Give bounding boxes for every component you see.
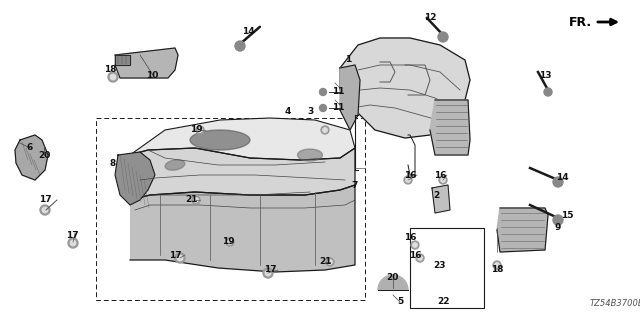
Bar xyxy=(410,228,484,308)
Circle shape xyxy=(323,128,327,132)
Circle shape xyxy=(413,243,417,247)
Circle shape xyxy=(553,215,563,225)
Polygon shape xyxy=(130,148,355,200)
Text: 8: 8 xyxy=(110,158,116,167)
Text: 9: 9 xyxy=(555,223,561,233)
Circle shape xyxy=(319,105,326,111)
Circle shape xyxy=(226,238,234,246)
Polygon shape xyxy=(115,152,155,205)
Text: 6: 6 xyxy=(27,143,33,153)
Circle shape xyxy=(439,176,447,184)
Circle shape xyxy=(228,240,232,244)
Circle shape xyxy=(108,72,118,82)
Text: 15: 15 xyxy=(561,211,573,220)
Circle shape xyxy=(196,126,204,134)
Text: 2: 2 xyxy=(433,190,439,199)
Ellipse shape xyxy=(165,160,185,170)
Bar xyxy=(96,118,365,300)
Text: 5: 5 xyxy=(397,298,403,307)
Circle shape xyxy=(406,178,410,182)
Circle shape xyxy=(544,88,552,96)
Text: 21: 21 xyxy=(186,196,198,204)
Text: 14: 14 xyxy=(556,173,568,182)
Circle shape xyxy=(68,238,78,248)
Circle shape xyxy=(493,261,501,269)
Text: 18: 18 xyxy=(491,266,503,275)
Text: FR.: FR. xyxy=(569,15,592,28)
Text: 17: 17 xyxy=(38,196,51,204)
Circle shape xyxy=(175,253,185,263)
Text: 17: 17 xyxy=(66,230,78,239)
Text: 17: 17 xyxy=(264,266,276,275)
Text: 11: 11 xyxy=(332,103,344,113)
Text: 22: 22 xyxy=(436,298,449,307)
Polygon shape xyxy=(497,208,548,252)
Circle shape xyxy=(198,128,202,132)
Circle shape xyxy=(321,126,329,134)
Circle shape xyxy=(441,178,445,182)
Text: 12: 12 xyxy=(424,13,436,22)
Circle shape xyxy=(263,268,273,278)
Circle shape xyxy=(553,177,563,187)
Polygon shape xyxy=(15,135,48,180)
Text: 1: 1 xyxy=(345,55,351,65)
Text: 16: 16 xyxy=(404,234,416,243)
Wedge shape xyxy=(378,275,408,290)
Polygon shape xyxy=(115,48,178,78)
Text: 16: 16 xyxy=(409,251,421,260)
Text: 23: 23 xyxy=(434,260,446,269)
Ellipse shape xyxy=(190,130,250,150)
Text: 11: 11 xyxy=(332,87,344,97)
Text: 16: 16 xyxy=(404,171,416,180)
Circle shape xyxy=(40,205,50,215)
Text: 19: 19 xyxy=(189,125,202,134)
Circle shape xyxy=(326,258,334,266)
Polygon shape xyxy=(130,118,355,160)
Text: 20: 20 xyxy=(386,274,398,283)
Text: 19: 19 xyxy=(221,237,234,246)
Text: 7: 7 xyxy=(352,180,358,189)
Circle shape xyxy=(110,74,116,80)
Circle shape xyxy=(404,176,412,184)
Circle shape xyxy=(411,241,419,249)
Circle shape xyxy=(416,254,424,262)
Circle shape xyxy=(265,270,271,276)
Circle shape xyxy=(194,198,198,202)
Polygon shape xyxy=(130,185,355,272)
Text: 13: 13 xyxy=(539,70,551,79)
Circle shape xyxy=(177,255,183,261)
Circle shape xyxy=(319,89,326,95)
Polygon shape xyxy=(340,38,470,138)
Polygon shape xyxy=(430,100,470,155)
Text: 17: 17 xyxy=(169,251,181,260)
Polygon shape xyxy=(115,55,130,65)
Polygon shape xyxy=(340,65,360,130)
Text: 20: 20 xyxy=(38,150,50,159)
Text: 21: 21 xyxy=(319,258,332,267)
Circle shape xyxy=(495,263,499,267)
Text: 16: 16 xyxy=(434,171,446,180)
Text: 3: 3 xyxy=(307,108,313,116)
Polygon shape xyxy=(432,185,450,213)
Circle shape xyxy=(328,260,332,264)
Circle shape xyxy=(192,196,200,204)
Ellipse shape xyxy=(298,149,323,161)
Circle shape xyxy=(235,41,245,51)
Text: 14: 14 xyxy=(242,28,254,36)
Circle shape xyxy=(418,256,422,260)
Circle shape xyxy=(70,240,76,246)
Text: 10: 10 xyxy=(146,70,158,79)
Text: TZ54B3700B: TZ54B3700B xyxy=(590,299,640,308)
Circle shape xyxy=(438,32,448,42)
Text: 18: 18 xyxy=(104,66,116,75)
Text: 4: 4 xyxy=(285,108,291,116)
Circle shape xyxy=(42,207,48,213)
